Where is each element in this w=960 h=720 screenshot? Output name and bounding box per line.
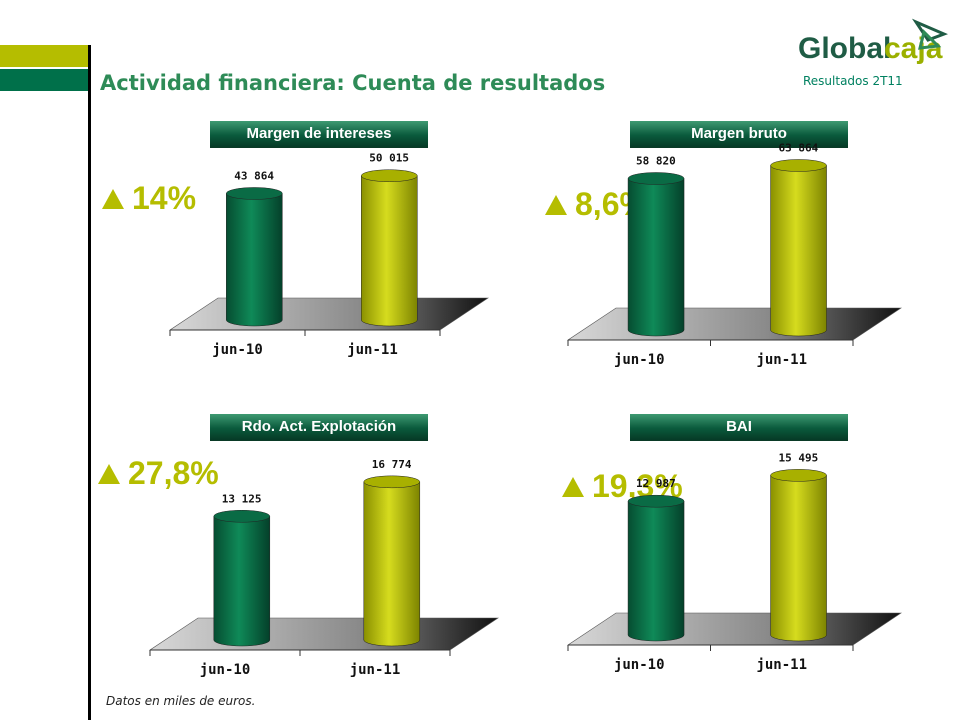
tick-label: jun-11 xyxy=(756,657,807,673)
bar-top xyxy=(363,475,421,489)
decor-bar-teal xyxy=(0,69,88,91)
chart-3: 13 125 jun-10 16 774 jun-11 xyxy=(149,458,499,678)
bar-body xyxy=(770,475,827,642)
chart-1-change: 14% xyxy=(102,180,196,217)
bar-body xyxy=(627,500,685,642)
bar-jun-10 xyxy=(627,172,685,337)
data-label: 63 864 xyxy=(779,142,819,155)
chart-3-title: Rdo. Act. Explotación xyxy=(210,414,428,440)
chart-floor xyxy=(567,612,902,646)
data-label: 58 820 xyxy=(636,154,676,167)
subtitle: Resultados 2T11 xyxy=(803,74,903,88)
bar-top xyxy=(213,510,271,523)
bar-body xyxy=(213,516,271,647)
chart-1-title: Margen de intereses xyxy=(210,121,428,147)
tick-label: jun-11 xyxy=(350,662,401,678)
bar-body xyxy=(627,178,685,337)
chart-1: 43 864 jun-10 50 015 jun-11 xyxy=(169,152,489,358)
bar-jun-11 xyxy=(361,169,418,327)
up-triangle-icon xyxy=(545,194,567,215)
bar-body xyxy=(226,193,283,327)
chart-3-change-value: 27,8% xyxy=(128,455,219,491)
data-label: 50 015 xyxy=(369,152,409,165)
chart-1-change-value: 14% xyxy=(132,180,197,216)
bar-top xyxy=(770,469,827,482)
data-label: 12 987 xyxy=(636,477,676,490)
logo-arrows-icon xyxy=(911,18,948,50)
tick-label: jun-10 xyxy=(212,342,263,358)
tick-label: jun-10 xyxy=(614,352,665,368)
vertical-divider xyxy=(88,45,91,720)
up-triangle-icon xyxy=(98,463,120,484)
chart-floor xyxy=(149,617,499,651)
globalcaja-logo: Global caja xyxy=(798,18,948,65)
chart-floor xyxy=(169,297,489,331)
bar-jun-10 xyxy=(627,494,685,642)
tick-label: jun-10 xyxy=(614,657,665,673)
footnote: Datos en miles de euros. xyxy=(106,694,256,708)
bar-top xyxy=(627,172,685,185)
bar-top xyxy=(770,159,827,172)
up-triangle-icon xyxy=(562,476,584,497)
chart-3-change: 27,8% xyxy=(98,455,219,492)
data-label: 43 864 xyxy=(234,169,274,182)
decor-bar-green xyxy=(0,45,88,67)
chart-4: 12 987 jun-10 15 495 jun-11 xyxy=(567,451,902,673)
bar-body xyxy=(770,165,827,337)
tick-label: jun-10 xyxy=(200,662,251,678)
up-triangle-icon xyxy=(102,188,124,209)
bar-jun-10 xyxy=(226,187,283,327)
bar-top xyxy=(361,169,418,182)
chart-2-title: Margen bruto xyxy=(630,121,848,147)
bar-top xyxy=(627,494,685,508)
bar-body xyxy=(361,175,418,327)
data-label: 16 774 xyxy=(372,458,412,471)
bar-jun-11 xyxy=(770,159,827,337)
bar-jun-11 xyxy=(770,469,827,642)
chart-floor xyxy=(567,307,902,341)
bar-jun-10 xyxy=(213,510,271,647)
bar-top xyxy=(226,187,283,200)
chart-2: 58 820 jun-10 63 864 jun-11 xyxy=(567,142,902,368)
chart-4-title: BAI xyxy=(630,414,848,440)
tick-label: jun-11 xyxy=(347,342,398,358)
bar-body xyxy=(363,481,421,647)
bar-jun-11 xyxy=(363,475,421,647)
logo-text-dark: Global xyxy=(798,32,891,65)
data-label: 15 495 xyxy=(779,451,819,464)
page-title: Actividad financiera: Cuenta de resultad… xyxy=(100,71,606,95)
tick-label: jun-11 xyxy=(756,352,807,368)
data-label: 13 125 xyxy=(222,492,262,505)
